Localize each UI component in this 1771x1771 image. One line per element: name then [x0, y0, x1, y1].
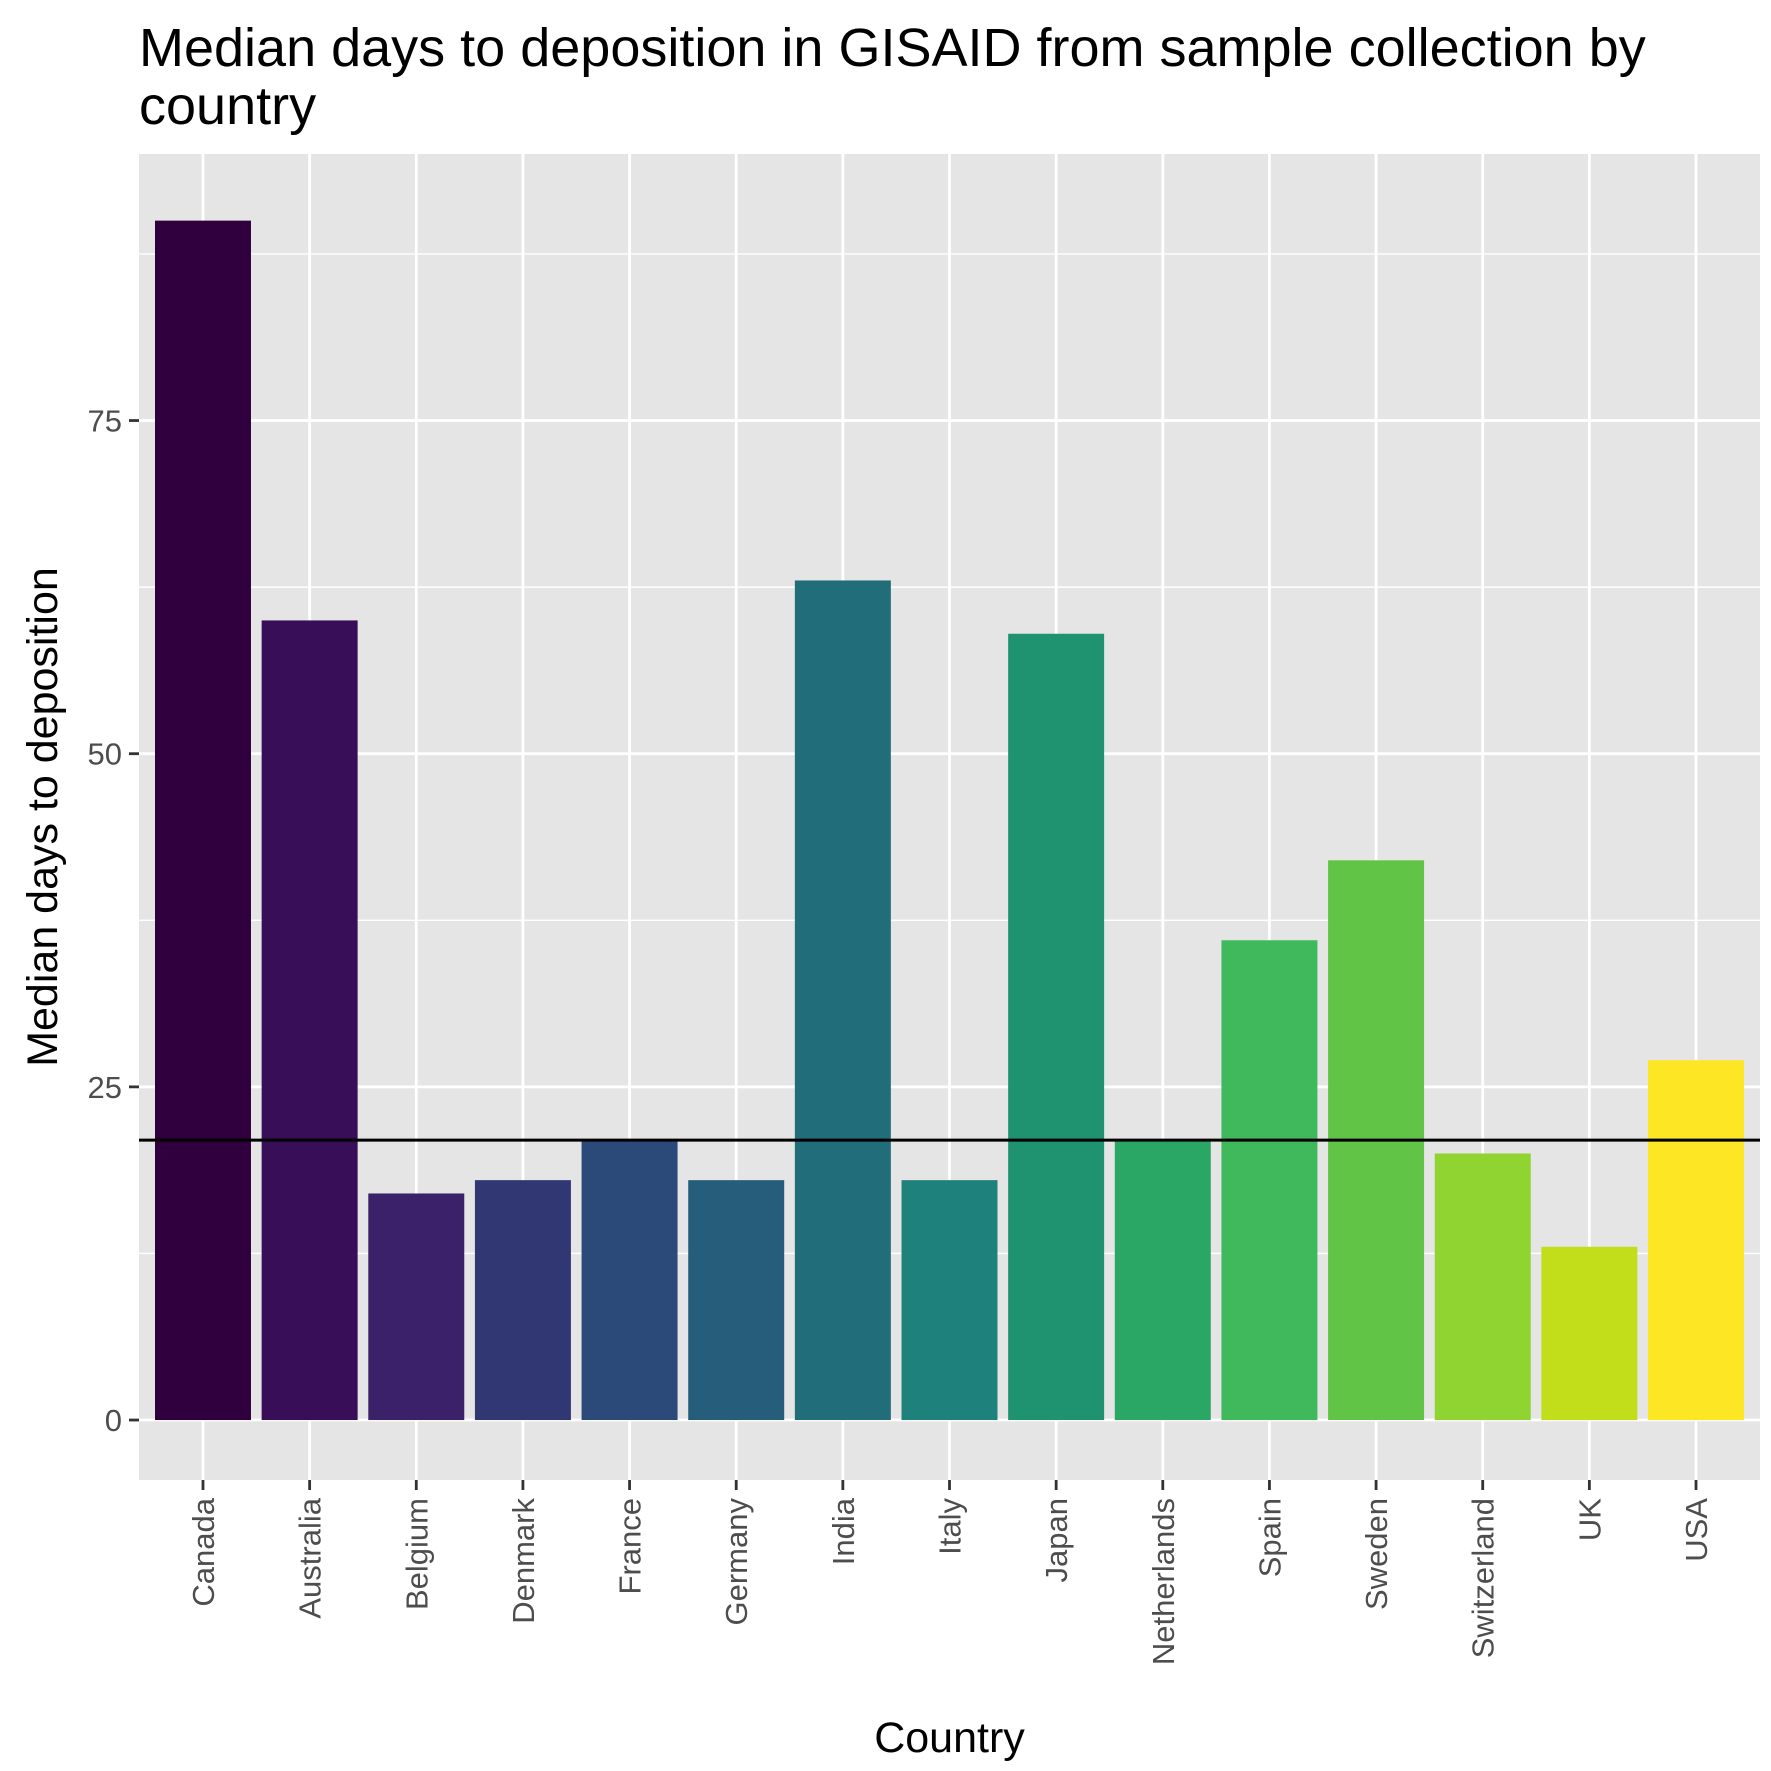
bars [154, 220, 1745, 1421]
x-tick-label-switzerland: Switzerland [1466, 1498, 1501, 1658]
x-axis: Canada Australia Belgium Denmark France Germa… [186, 1480, 1714, 1665]
bar-denmark [474, 1180, 571, 1421]
bar-belgium [368, 1193, 465, 1421]
x-tick-label-japan: Japan [1039, 1498, 1074, 1582]
bar-canada [154, 220, 251, 1421]
y-tick-label: 50 [88, 737, 122, 772]
y-tick-label: 25 [88, 1070, 122, 1105]
x-tick-label-india: India [826, 1497, 861, 1565]
bar-australia [261, 620, 358, 1421]
bar-japan [1008, 633, 1105, 1421]
x-tick-label-spain: Spain [1252, 1498, 1287, 1577]
x-tick-label-germany: Germany [719, 1498, 754, 1626]
x-tick-label-sweden: Sweden [1359, 1498, 1394, 1610]
bar-italy [901, 1180, 998, 1421]
bar-netherlands [1114, 1140, 1211, 1421]
x-tick-label-italy: Italy [933, 1498, 968, 1555]
chart-title-line2: country [139, 76, 316, 136]
bar-uk [1541, 1246, 1638, 1421]
y-tick-label: 0 [105, 1403, 122, 1438]
x-axis-title: Country [874, 1714, 1025, 1762]
bar-usa [1648, 1060, 1745, 1421]
x-tick-label-netherlands: Netherlands [1146, 1498, 1181, 1665]
x-tick-label-belgium: Belgium [399, 1498, 434, 1610]
y-axis-title: Median days to deposition [19, 567, 67, 1067]
bar-france [581, 1140, 678, 1421]
y-tick-label: 75 [88, 404, 122, 439]
x-tick-label-denmark: Denmark [506, 1498, 541, 1624]
x-tick-label-australia: Australia [293, 1497, 328, 1618]
bar-spain [1221, 940, 1318, 1421]
x-tick-label-canada: Canada [186, 1497, 221, 1606]
y-axis: 0 25 50 75 [88, 404, 139, 1438]
bar-switzerland [1434, 1153, 1531, 1421]
x-tick-label-usa: USA [1679, 1498, 1714, 1562]
x-tick-label-france: France [613, 1498, 648, 1594]
x-tick-label-uk: UK [1572, 1498, 1607, 1541]
chart-title-line1: Median days to deposition in GISAID from… [139, 18, 1646, 78]
bar-germany [688, 1180, 785, 1421]
bar-india [794, 580, 891, 1421]
